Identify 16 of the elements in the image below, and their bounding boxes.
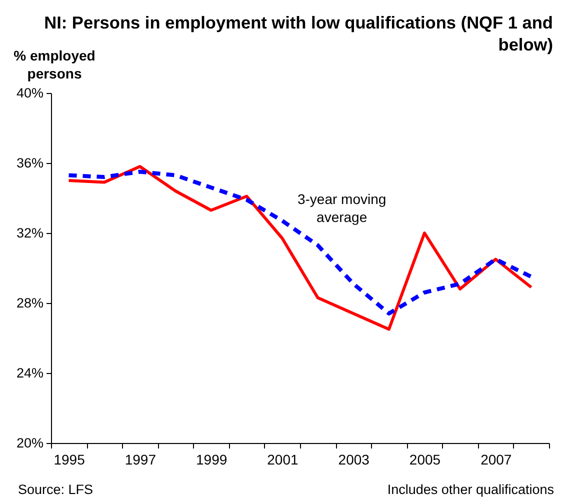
x-tick-label: 2005 — [409, 452, 441, 468]
x-tick-label: 2007 — [480, 452, 512, 468]
y-tick-label: 24% — [16, 366, 44, 380]
x-tick-label: 1999 — [196, 452, 228, 468]
text: Includes other qualifications — [387, 482, 554, 497]
x-tick-label: 2003 — [338, 452, 370, 468]
y-tick-label: 28% — [16, 296, 44, 310]
x-tick-label: 1997 — [124, 452, 156, 468]
series-label: 3-year moving average — [297, 191, 386, 225]
y-tick-label: 32% — [16, 226, 44, 240]
source-note: Source: LFS — [18, 482, 94, 497]
y-tick-label: 40% — [16, 86, 44, 100]
y-tick-label: 36% — [16, 156, 44, 170]
x-tick-label: 2001 — [267, 452, 298, 468]
y-tick-label: 20% — [16, 436, 44, 450]
x-tick-label: 1995 — [54, 452, 86, 468]
